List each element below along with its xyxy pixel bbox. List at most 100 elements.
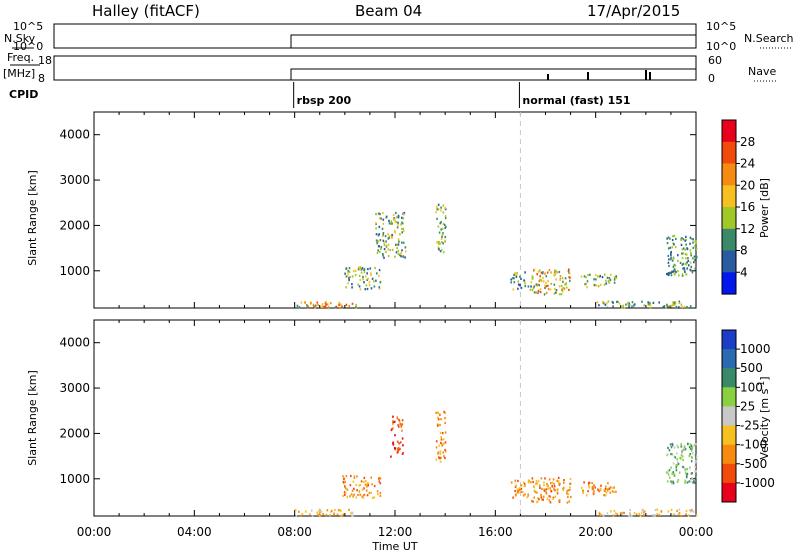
echo-pixel (400, 223, 402, 226)
echo-pixel (672, 235, 674, 238)
echo-pixel (612, 486, 614, 489)
echo-pixel (656, 513, 658, 516)
echo-pixel (381, 227, 384, 230)
echo-pixel (385, 215, 388, 218)
echo-pixel (357, 268, 360, 271)
echo-pixel (522, 481, 525, 484)
echo-pixel (681, 451, 684, 454)
echo-pixel (366, 278, 368, 281)
echo-pixel (440, 209, 442, 212)
echo-pixel (674, 264, 677, 267)
echo-pixel (436, 217, 438, 220)
echo-pixel (364, 288, 367, 291)
echo-pixel (325, 300, 327, 304)
echo-pixel (533, 485, 535, 488)
echo-pixel (689, 249, 692, 252)
echo-pixel (666, 480, 669, 483)
echo-pixel (537, 270, 540, 273)
echo-pixel (530, 481, 532, 484)
echo-pixel (296, 304, 299, 307)
echo-pixel (348, 305, 351, 308)
echo-pixel (444, 441, 447, 444)
echo-pixel (613, 490, 615, 494)
echo-pixel (546, 482, 548, 486)
echo-pixel (334, 508, 336, 512)
echo-pixel (379, 217, 381, 220)
echo-pixel (668, 305, 671, 308)
echo-pixel (601, 276, 604, 279)
echo-pixel (440, 248, 443, 252)
echo-pixel (666, 272, 668, 276)
echo-pixel (441, 432, 444, 435)
echo-pixel (668, 273, 670, 276)
echo-pixel (524, 285, 527, 288)
echo-pixel (440, 418, 442, 421)
echo-pixel (604, 303, 607, 306)
echo-pixel (558, 270, 561, 274)
echo-pixel (351, 515, 353, 518)
echo-pixel (674, 246, 677, 249)
echo-pixel (531, 477, 534, 480)
echo-pixel (530, 285, 532, 288)
velocity-yticks: 1000 2000 3000 4000 (59, 320, 697, 516)
echo-pixel (517, 479, 519, 482)
echo-pixel (550, 482, 552, 485)
echo-pixel (442, 451, 444, 454)
echo-pixel (519, 275, 521, 278)
echo-pixel (338, 301, 340, 304)
echo-pixel (345, 475, 348, 478)
echo-pixel (309, 513, 311, 516)
echo-pixel (666, 471, 668, 474)
echo-pixel (678, 301, 681, 304)
echo-pixel (682, 465, 684, 468)
echo-pixel (545, 491, 547, 494)
echo-pixel (559, 275, 562, 278)
echo-pixel (401, 249, 403, 252)
echo-pixel (351, 302, 354, 305)
echo-pixel (569, 279, 571, 282)
echo-pixel (606, 306, 608, 309)
echo-pixel (382, 212, 384, 215)
cpid-entry: rbsp 200 (297, 94, 352, 107)
echo-pixel (681, 248, 684, 251)
echo-pixel (560, 293, 563, 296)
colorbar-tick-label: 12 (740, 222, 755, 236)
echo-pixel (591, 486, 594, 489)
echo-pixel (667, 473, 670, 476)
echo-pixel (647, 303, 650, 306)
echo-pixel (325, 303, 327, 306)
echo-pixel (295, 515, 298, 518)
echo-pixel (435, 411, 437, 414)
echo-pixel (629, 508, 631, 512)
echo-pixel (676, 509, 678, 512)
echo-pixel (612, 301, 614, 304)
echo-pixel (682, 247, 685, 250)
echo-pixel (547, 284, 549, 287)
echo-pixel (435, 440, 438, 443)
echo-pixel (360, 480, 363, 483)
echo-pixel (693, 255, 696, 258)
echo-pixel (686, 306, 688, 309)
echo-pixel (649, 303, 652, 307)
echo-pixel (676, 463, 679, 467)
echo-pixel (399, 252, 401, 256)
echo-pixel (336, 513, 339, 516)
echo-pixel (695, 514, 698, 517)
echo-pixel (401, 241, 403, 244)
echo-pixel (670, 256, 672, 260)
echo-pixel (554, 287, 556, 290)
echo-pixel (530, 499, 533, 503)
echo-pixel (680, 238, 682, 242)
echo-pixel (319, 512, 321, 515)
echo-pixel (370, 287, 373, 290)
echo-pixel (360, 271, 363, 274)
echo-pixel (344, 487, 347, 490)
echo-pixel (438, 444, 440, 447)
echo-pixel (540, 279, 542, 282)
echo-pixel (589, 273, 591, 276)
echo-pixel (682, 252, 685, 255)
echo-pixel (552, 496, 555, 499)
echo-pixel (436, 423, 439, 426)
echo-pixel (607, 279, 610, 282)
echo-pixel (673, 234, 676, 237)
